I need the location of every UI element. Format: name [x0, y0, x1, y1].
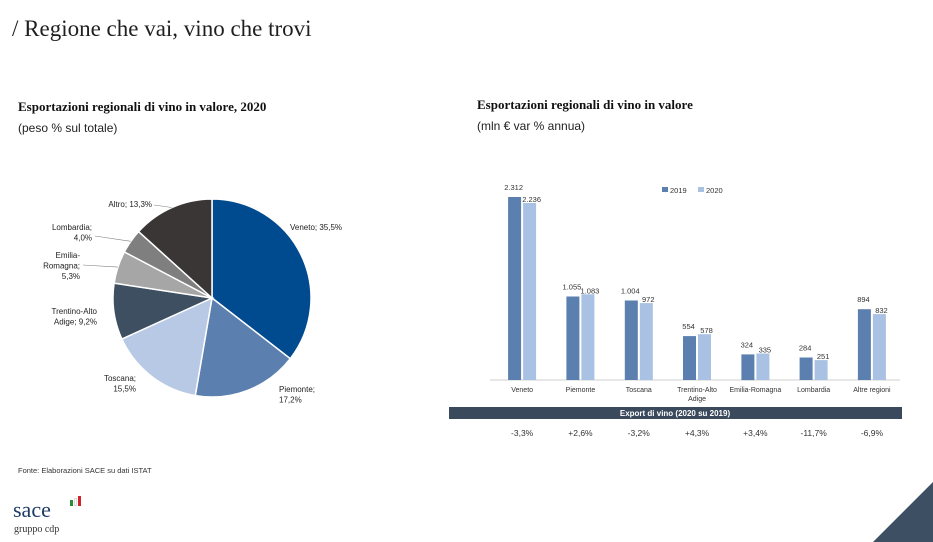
bar-value-label: 894	[857, 295, 870, 304]
pie-label-line: Piemonte;	[279, 385, 315, 394]
pie-label-line: 5,3%	[62, 272, 80, 281]
bar-2019	[508, 197, 522, 380]
pie-slice-toscana	[120, 296, 213, 397]
bar-value-label: 972	[642, 295, 655, 304]
bar-value-label: 335	[759, 345, 772, 354]
bar-value-label: 251	[817, 352, 830, 361]
bar-2019	[624, 300, 638, 380]
pie-slice-veneto	[211, 198, 312, 360]
pie-leader-line	[153, 204, 172, 208]
bar-value-label: 324	[741, 340, 754, 349]
x-tick-label: Trentino-Alto Adige	[677, 387, 717, 403]
bar-value-label: 284	[799, 344, 812, 353]
bar-value-label: 1.083	[581, 286, 600, 295]
bar-2020	[639, 303, 653, 381]
bar-value-label: 1.055	[563, 282, 582, 291]
pie-leader-line	[82, 264, 118, 268]
bar-panel-title: Esportazioni regionali di vino in valore	[477, 97, 693, 112]
bar-2019	[566, 296, 580, 380]
x-tick-label: Toscana	[626, 387, 652, 394]
pie-label-line: Veneto; 35,5%	[290, 223, 342, 232]
pie-label-line: Lombardia;	[52, 223, 92, 232]
pie-panel-subtitle: (peso % sul totale)	[18, 121, 118, 135]
bar-2020	[756, 353, 770, 380]
bar-value-label: 2.312	[504, 183, 523, 192]
change-value: -3,3%	[511, 428, 534, 438]
x-tick-label-line: Altre regioni	[853, 387, 891, 394]
x-tick-label: Emilia-Romagna	[729, 387, 781, 394]
pie-leader-line	[94, 235, 131, 242]
export-table-header	[449, 407, 902, 419]
corner-triangle	[873, 482, 933, 542]
x-tick-label: Piemonte	[566, 387, 596, 394]
bar-2019	[683, 336, 696, 380]
bar-2019	[857, 309, 871, 380]
x-tick-label-line: Piemonte	[566, 387, 596, 394]
pie-slice-piemonte	[194, 296, 292, 398]
pie-label-line: 15,5%	[113, 385, 136, 394]
x-tick-label-line: Toscana	[626, 387, 652, 394]
bar-panel-subtitle: (mln € var % annua)	[477, 119, 586, 133]
pie-panel-title: Esportazioni regionali di vino in valore…	[18, 99, 267, 114]
logo-subtitle: gruppo cdp	[14, 524, 60, 535]
pie-label-piemonte: Piemonte; 17,2%	[279, 385, 315, 405]
x-tick-label-line: Lombardia	[797, 387, 830, 394]
bar-value-label: 1.004	[621, 287, 640, 296]
pie-label-veneto: Veneto; 35,5%	[290, 223, 342, 232]
bar-legend: 2019 2020	[662, 186, 723, 195]
bar-value-label: 578	[700, 326, 713, 335]
italian-flag-icon	[70, 496, 81, 506]
pie-label-altro: Altro; 13,3%	[108, 200, 152, 209]
bar-2020	[872, 314, 886, 380]
pie-label-trentino-alto-adige: Trentino-Alto Adige; 9,2%	[52, 307, 98, 327]
pie-label-line: 4,0%	[74, 234, 92, 243]
corner-triangle-decoration	[873, 482, 933, 542]
pie-label-lombardia: Lombardia; 4,0%	[52, 223, 92, 243]
x-tick-label-line: Emilia-Romagna	[729, 387, 781, 394]
pie-label-line: Trentino-Alto	[52, 307, 98, 316]
bar-value-label: 554	[682, 322, 695, 331]
x-tick-label: Lombardia	[797, 387, 830, 394]
bar-value-label: 832	[875, 306, 888, 315]
source-note: Fonte: Elaborazioni SACE su dati ISTAT	[18, 466, 152, 475]
x-tick-label-line: Trentino-Alto	[677, 387, 717, 394]
pie-label-line: Altro; 13,3%	[108, 200, 152, 209]
x-tick-label-line: Veneto	[511, 387, 533, 394]
bar-2019	[799, 357, 813, 380]
legend-swatch-2019	[662, 187, 668, 192]
change-value: +4,3%	[685, 428, 710, 438]
bar-2020	[698, 334, 711, 380]
change-value: +2,6%	[568, 428, 593, 438]
legend-swatch-2020	[698, 187, 704, 192]
pie-label-line: Emilia-	[56, 251, 81, 260]
slide-title: / Regione che vai, vino che trovi	[12, 16, 312, 41]
change-value: -3,2%	[628, 428, 651, 438]
export-table-header-label: Export di vino (2020 su 2019)	[620, 409, 731, 418]
change-value: -6,9%	[861, 428, 884, 438]
legend-label-2019: 2019	[670, 186, 687, 195]
pie-label-emilia-romagna: Emilia- Romagna;5,3%	[43, 251, 80, 281]
pie-label-line: 17,2%	[279, 396, 302, 405]
bar-2020	[523, 203, 537, 380]
x-tick-label: Veneto	[511, 387, 533, 394]
x-tick-label-line: Adige	[688, 396, 706, 403]
change-value: +3,4%	[743, 428, 768, 438]
pie-label-toscana: Toscana; 15,5%	[104, 374, 136, 394]
change-value: -11,7%	[800, 428, 827, 438]
bar-2020	[581, 294, 595, 380]
bar-value-label: 2.236	[522, 195, 541, 204]
bar-2019	[741, 354, 755, 381]
x-tick-label: Altre regioni	[853, 387, 891, 394]
bar-2020	[814, 360, 828, 380]
pie-label-line: Toscana;	[104, 374, 136, 383]
pie-label-line: Adige; 9,2%	[54, 318, 97, 327]
legend-label-2020: 2020	[706, 186, 723, 195]
sace-logo: sace	[13, 497, 51, 522]
pie-slice-altro	[137, 198, 213, 300]
pie-label-line: Romagna;	[43, 262, 80, 271]
